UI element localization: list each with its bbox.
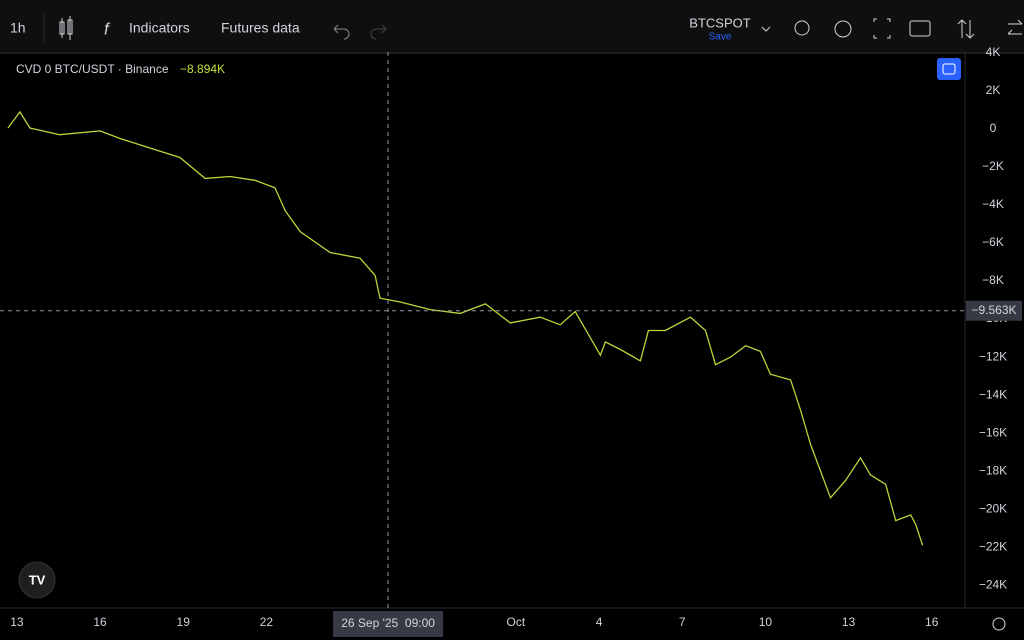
y-tick-label: −2K bbox=[982, 159, 1004, 173]
x-tick-label: 7 bbox=[679, 615, 686, 629]
futures-button[interactable]: Futures data bbox=[221, 20, 300, 36]
indicators-button[interactable]: Indicators bbox=[129, 20, 190, 36]
maximize-icon bbox=[942, 63, 956, 75]
crosshair-x-label: 26 Sep '25 09:00 bbox=[341, 616, 435, 630]
toolbar-border bbox=[0, 52, 1024, 54]
x-tick-label: 19 bbox=[177, 615, 191, 629]
settings-icon[interactable] bbox=[834, 20, 852, 38]
x-tick-label: 4 bbox=[596, 615, 603, 629]
undo-icon[interactable] bbox=[333, 24, 350, 40]
crosshair-y-box bbox=[966, 300, 1022, 321]
snapshot-icon[interactable] bbox=[909, 20, 931, 37]
x-tick-label: Oct bbox=[507, 615, 526, 629]
y-tick-label: −18K bbox=[979, 463, 1007, 477]
x-tick-label: 22 bbox=[260, 615, 274, 629]
fx-icon[interactable]: f bbox=[104, 19, 111, 38]
legend-value: −8.894K bbox=[180, 62, 225, 76]
toolbar bbox=[0, 0, 1024, 52]
search-icon[interactable] bbox=[794, 20, 810, 36]
y-tick-label: −12K bbox=[979, 349, 1007, 363]
y-tick-label: −8K bbox=[982, 273, 1004, 287]
redo-icon[interactable] bbox=[370, 24, 387, 40]
y-tick-label: −14K bbox=[979, 387, 1007, 401]
tv-logo[interactable] bbox=[18, 561, 56, 599]
y-tick-label: −16K bbox=[979, 425, 1007, 439]
axis-settings-icon[interactable] bbox=[992, 617, 1006, 631]
legend-name: CVD 0 BTC/USDT · Binance bbox=[16, 62, 169, 76]
y-tick-label: 4K bbox=[986, 45, 1001, 59]
maximize-button[interactable] bbox=[937, 58, 961, 80]
swap-icon[interactable] bbox=[1007, 19, 1023, 35]
compare-icon[interactable] bbox=[957, 19, 975, 39]
fullscreen-icon[interactable] bbox=[873, 18, 891, 39]
cvd-line bbox=[7, 110, 924, 546]
x-tick-label: 16 bbox=[925, 615, 939, 629]
x-tick-label: 13 bbox=[10, 615, 24, 629]
save-label[interactable]: Save bbox=[709, 32, 732, 43]
crosshair-y-label: −9.563K bbox=[971, 303, 1016, 317]
y-tick-label: −22K bbox=[979, 539, 1007, 553]
y-tick-label: −6K bbox=[982, 235, 1004, 249]
y-tick-label: −20K bbox=[979, 501, 1007, 515]
y-tick-label: 0 bbox=[990, 121, 997, 135]
interval[interactable]: 1h bbox=[10, 20, 26, 36]
layout-name[interactable]: BTCSPOT bbox=[689, 15, 750, 30]
candle-icon[interactable] bbox=[59, 16, 73, 40]
x-tick-label: 10 bbox=[759, 615, 773, 629]
x-tick-label: 13 bbox=[842, 615, 856, 629]
y-tick-label: −4K bbox=[982, 197, 1004, 211]
crosshair-x-box bbox=[333, 611, 444, 637]
tv-logo-mark: TV bbox=[29, 572, 46, 587]
y-tick-label: 2K bbox=[986, 83, 1001, 97]
y-tick-label: −24K bbox=[979, 577, 1007, 591]
dropdown-icon[interactable] bbox=[761, 26, 771, 32]
x-tick-label: 16 bbox=[93, 615, 107, 629]
